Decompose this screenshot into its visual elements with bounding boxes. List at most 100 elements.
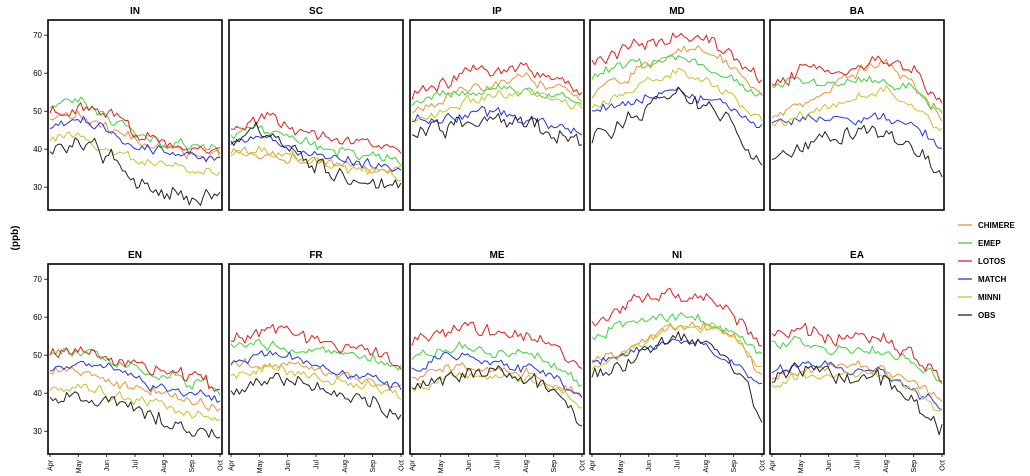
x-tick-label: Apr xyxy=(229,459,236,471)
series-line-lotos xyxy=(411,321,583,369)
series-line-match xyxy=(771,112,943,149)
series-line-match xyxy=(591,338,763,385)
y-tick-label: 60 xyxy=(33,313,42,322)
x-tick-label: Jul xyxy=(495,460,502,469)
x-tick-label: Apr xyxy=(770,459,777,471)
panel-en: EN 30 40 50 60 70 Apr May Jun Jul Aug Sep Oct xyxy=(33,250,224,473)
y-tick-label: 40 xyxy=(33,145,42,154)
x-tick-label: May xyxy=(618,460,625,474)
series-line-match xyxy=(591,86,763,128)
series-line-minni xyxy=(771,370,943,412)
x-tick-label: Jun xyxy=(646,460,653,471)
x-tick-label: Apr xyxy=(410,459,417,471)
series-line-chimere xyxy=(49,110,221,161)
panels-layer: IN 30 40 50 60 70 SC IP MD BA EN 30 40 50 60 70 Apr May Ju… xyxy=(33,6,946,473)
x-tick-label: Sep xyxy=(189,460,196,473)
x-tick-label: Sep xyxy=(731,460,738,473)
legend-label: CHIMERE xyxy=(978,221,1016,230)
panel-ea: EA Apr May Jun Jul Aug Sep Oct xyxy=(769,250,947,474)
panel-frame xyxy=(589,19,765,211)
series-line-lotos xyxy=(591,32,763,84)
series-line-emep xyxy=(771,335,943,385)
x-tick-label: Oct xyxy=(399,460,406,471)
x-tick-label: May xyxy=(76,460,83,474)
y-tick-label: 60 xyxy=(33,69,42,78)
panel-title: MD xyxy=(669,6,685,17)
series-line-minni xyxy=(591,321,762,370)
series-line-emep xyxy=(591,312,763,355)
series-line-chimere xyxy=(230,146,402,174)
series-line-obs xyxy=(591,87,763,166)
series-line-emep xyxy=(771,75,943,114)
x-tick-label: Jun xyxy=(466,460,473,471)
series-line-chimere xyxy=(49,367,221,412)
panel-sc: SC xyxy=(228,6,404,211)
panel-fr: FR Apr May Jun Jul Aug Sep Oct xyxy=(228,250,406,474)
series-line-lotos xyxy=(49,346,221,392)
y-tick-label: 50 xyxy=(33,351,42,360)
series-line-minni xyxy=(771,85,943,131)
x-tick-label: Oct xyxy=(940,460,947,471)
legend: CHIMERE EMEP LOTOS MATCH MINNI OBS xyxy=(958,221,1016,320)
legend-item-emep: EMEP xyxy=(958,239,1001,248)
x-tick-label: Jul xyxy=(675,460,682,469)
x-tick-label: Oct xyxy=(218,460,225,471)
y-tick-label: 50 xyxy=(33,107,42,116)
x-tick-label: Apr xyxy=(48,459,55,471)
series-line-minni xyxy=(411,371,583,409)
series-line-match xyxy=(230,350,402,391)
x-tick-label: Aug xyxy=(342,460,349,473)
panel-md: MD xyxy=(589,6,765,211)
series-line-obs xyxy=(230,372,402,420)
panel-title: IN xyxy=(130,6,140,17)
series-line-obs xyxy=(771,362,943,436)
series-line-lotos xyxy=(411,62,583,100)
y-axis-label: (ppb) xyxy=(10,226,21,251)
x-tick-label: Apr xyxy=(590,459,597,471)
x-tick-label: Oct xyxy=(760,460,767,471)
series-line-match xyxy=(411,351,583,398)
x-tick-label: Jun xyxy=(104,460,111,471)
series-line-match xyxy=(771,360,943,411)
series-line-obs xyxy=(230,121,402,189)
panel-title: FR xyxy=(309,250,323,261)
series-line-emep xyxy=(49,347,221,396)
legend-label: MINNI xyxy=(978,293,1001,302)
series-line-chimere xyxy=(771,58,943,122)
y-tick-label: 70 xyxy=(33,275,42,284)
legend-item-lotos: LOTOS xyxy=(958,257,1006,266)
series-line-chimere xyxy=(411,72,583,113)
series-line-chimere xyxy=(591,321,763,376)
x-tick-label: Sep xyxy=(911,460,918,473)
series-line-lotos xyxy=(771,322,943,383)
legend-label: MATCH xyxy=(978,275,1007,284)
y-tick-label: 30 xyxy=(33,427,42,436)
x-tick-label: Oct xyxy=(580,460,587,471)
series-line-obs xyxy=(49,391,221,439)
panel-title: EA xyxy=(850,250,864,261)
panel-frame xyxy=(47,19,223,211)
panel-title: IP xyxy=(492,6,502,17)
series-line-emep xyxy=(591,55,762,97)
series-line-obs xyxy=(49,137,221,206)
panel-frame xyxy=(769,263,945,455)
legend-label: LOTOS xyxy=(978,257,1006,266)
panel-title: NI xyxy=(672,250,682,261)
series-line-emep xyxy=(411,341,583,387)
panel-ni: NI Apr May Jun Jul Aug Sep Oct xyxy=(589,250,767,474)
panel-ba: BA xyxy=(769,6,945,211)
x-tick-label: May xyxy=(257,460,264,474)
panel-frame xyxy=(228,19,404,211)
x-tick-label: Aug xyxy=(523,460,530,473)
panel-frame xyxy=(228,263,404,455)
legend-item-chimere: CHIMERE xyxy=(958,221,1016,230)
series-line-minni xyxy=(230,145,402,182)
x-tick-label: May xyxy=(798,460,805,474)
x-tick-label: Aug xyxy=(883,460,890,473)
panel-ip: IP xyxy=(409,6,585,211)
series-line-emep xyxy=(49,96,221,154)
panel-in: IN 30 40 50 60 70 xyxy=(33,6,223,211)
series-line-obs xyxy=(411,365,583,427)
legend-label: OBS xyxy=(978,311,996,320)
x-tick-label: Jun xyxy=(285,460,292,471)
